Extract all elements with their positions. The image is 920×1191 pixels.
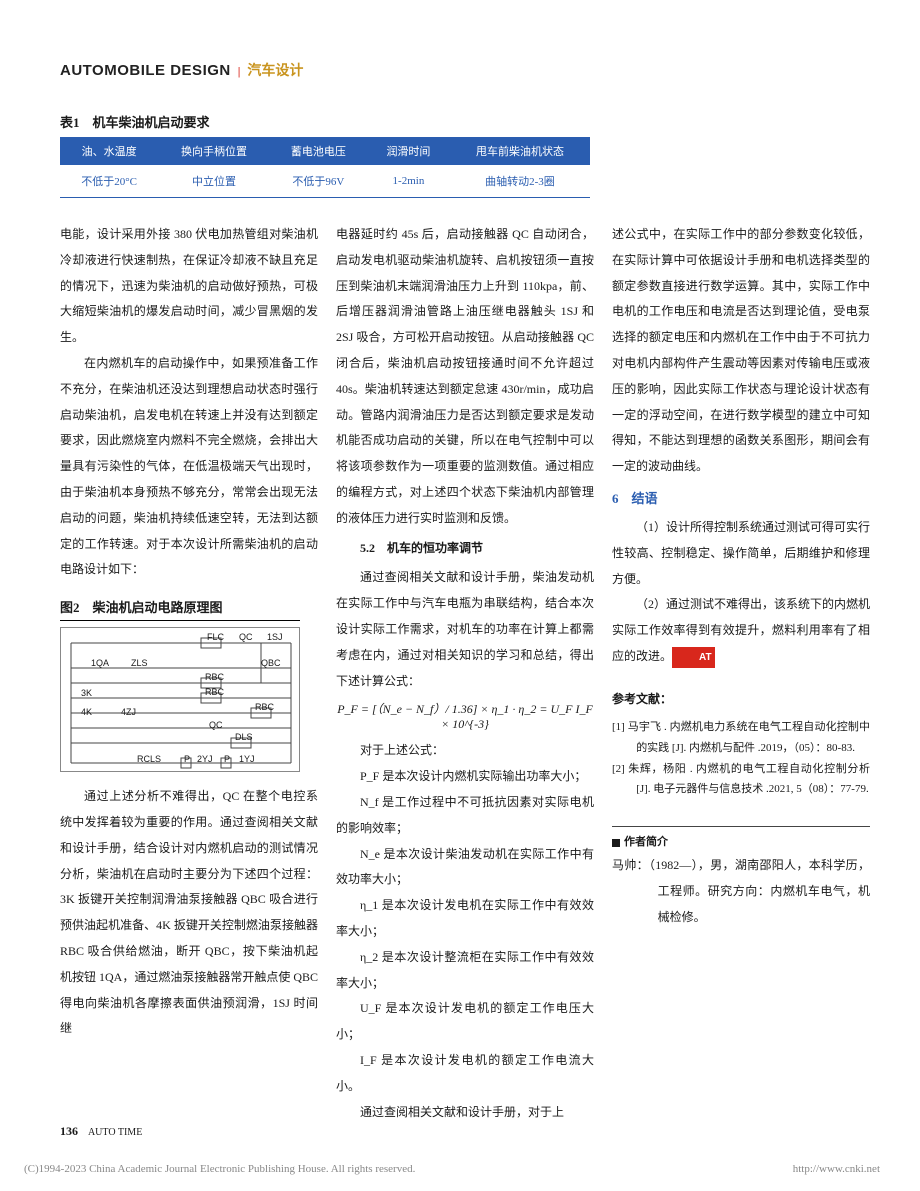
c2-sub: 5.2 机车的恒功率调节: [336, 536, 594, 562]
c3-p1: 述公式中，在实际工作中的部分参数变化较低，在实际计算中可依据设计手册和电机选择类…: [612, 222, 870, 480]
table1: 油、水温度 换向手柄位置 蓄电池电压 润滑时间 甩车前柴油机状态 不低于20°C…: [60, 137, 590, 198]
fig-lbl-qbc: QBC: [261, 658, 281, 668]
c1-p1: 电能，设计采用外接 380 伏电加热管组对柴油机冷却液进行快速制热，在保证冷却液…: [60, 222, 318, 351]
fig-lbl-rbc3: RBC: [255, 702, 274, 712]
author-bio: 马帅：（1982—），男，湖南邵阳人，本科学历，工程师。研究方向：内燃机车电气，…: [612, 853, 870, 930]
section-header-sep: |: [234, 64, 245, 78]
fig-lbl-qc2: QC: [209, 720, 223, 730]
table1-c3: 1-2min: [367, 165, 450, 198]
fig-lbl-rcls: RCLS: [137, 754, 161, 764]
copyright-text: (C)1994-2023 China Academic Journal Elec…: [24, 1163, 415, 1175]
references-heading: 参考文献：: [612, 690, 870, 707]
fig-lbl-p1: P: [184, 754, 190, 764]
table1-h1: 换向手柄位置: [158, 137, 270, 165]
fig-lbl-rbc2: RBC: [205, 687, 224, 697]
fig-lbl-1qa: 1QA: [91, 658, 109, 668]
table1-h2: 蓄电池电压: [270, 137, 367, 165]
table1-h0: 油、水温度: [60, 137, 158, 165]
c3-c2: （2）通过测试不难得出，该系统下的内燃机实际工作效率得到有效提升，燃料利用率有了…: [612, 592, 870, 669]
table1-title: 表1 机车柴油机启动要求: [60, 112, 870, 131]
table1-c2: 不低于96V: [270, 165, 367, 198]
figure2-circuit-diagram: FLC QC 1SJ 1QA ZLS RBC QBC 3K RBC 4K 4ZJ…: [60, 627, 300, 772]
fig-lbl-3k: 3K: [81, 688, 92, 698]
ref-1: [1] 马宇飞 . 内燃机电力系统在电气工程自动化控制中的实践 [J]. 内燃机…: [612, 717, 870, 759]
c3-c1: （1）设计所得控制系统通过测试可得可实行性较高、控制稳定、操作简单，后期维护和修…: [612, 515, 870, 592]
table1-h3: 润滑时间: [367, 137, 450, 165]
c2-p4: 通过查阅相关文献和设计手册，对于上: [336, 1100, 594, 1126]
fig-lbl-rbc1: RBC: [205, 672, 224, 682]
fig-lbl-flc: FLC: [207, 632, 224, 642]
fig-lbl-4k: 4K: [81, 707, 92, 717]
c2-p3: 对于上述公式：: [336, 738, 594, 764]
references-list: [1] 马宇飞 . 内燃机电力系统在电气工程自动化控制中的实践 [J]. 内燃机…: [612, 717, 870, 801]
c2-sym6: U_F 是本次设计发电机的额定工作电压大小；: [336, 996, 594, 1048]
fig-lbl-1sj: 1SJ: [267, 632, 283, 642]
c2-sym3: N_e 是本次设计柴油发动机在实际工作中有效功率大小；: [336, 842, 594, 894]
section-header-en: AUTOMOBILE DESIGN: [60, 62, 231, 79]
c2-sym1: P_F 是本次设计内燃机实际输出功率大小；: [336, 764, 594, 790]
page-footer: 136 AUTO TIME: [60, 1124, 142, 1139]
section-header: AUTOMOBILE DESIGN | 汽车设计: [60, 60, 870, 80]
fig-lbl-qc1: QC: [239, 632, 253, 642]
magazine-name: AUTO TIME: [88, 1127, 142, 1138]
fig-lbl-2yj: 2YJ: [197, 754, 213, 764]
copyright-bar: (C)1994-2023 China Academic Journal Elec…: [24, 1163, 880, 1175]
circuit-svg: [61, 628, 301, 773]
table1-c4: 曲轴转动2-3圈: [450, 165, 590, 198]
fig-lbl-1yj: 1YJ: [239, 754, 255, 764]
table1-c1: 中立位置: [158, 165, 270, 198]
divider: [612, 826, 870, 827]
column-1: 电能，设计采用外接 380 伏电加热管组对柴油机冷却液进行快速制热，在保证冷却液…: [60, 222, 318, 1125]
c2-sym5: η_2 是本次设计整流柜在实际工作中有效效率大小；: [336, 945, 594, 997]
fig-lbl-zls: ZLS: [131, 658, 148, 668]
conclusion-heading: 6 结语: [612, 488, 870, 507]
three-column-layout: 电能，设计采用外接 380 伏电加热管组对柴油机冷却液进行快速制热，在保证冷却液…: [60, 222, 870, 1125]
formula: P_F = [（N_e − N_f）/ 1.36] × η_1 · η_2 = …: [336, 700, 594, 732]
figure2-title: 图2 柴油机启动电路原理图: [60, 597, 300, 621]
ref-2: [2] 朱辉，杨阳 . 内燃机的电气工程自动化控制分析 [J]. 电子元器件与信…: [612, 759, 870, 801]
fig-lbl-dls: DLS: [235, 732, 253, 742]
c2-sym2: N_f 是工作过程中不可抵抗因素对实际电机的影响效率；: [336, 790, 594, 842]
author-bio-heading: 作者简介: [612, 833, 870, 849]
c1-p3: 通过上述分析不难得出，QC 在整个电控系统中发挥着较为重要的作用。通过查阅相关文…: [60, 784, 318, 1042]
fig-lbl-p2: P: [224, 754, 230, 764]
column-3: 述公式中，在实际工作中的部分参数变化较低，在实际计算中可依据设计手册和电机选择类…: [612, 222, 870, 1125]
c2-sym4: η_1 是本次设计发电机在实际工作中有效效率大小；: [336, 893, 594, 945]
section-header-cn: 汽车设计: [247, 64, 303, 79]
fig-lbl-4zj: 4ZJ: [121, 707, 136, 717]
c2-sym7: I_F 是本次设计发电机的额定工作电流大小。: [336, 1048, 594, 1100]
c3-c2-text: （2）通过测试不难得出，该系统下的内燃机实际工作效率得到有效提升，燃料利用率有了…: [612, 597, 870, 663]
c2-p2: 通过查阅相关文献和设计手册，柴油发动机在实际工作中与汽车电瓶为串联结构，结合本次…: [336, 565, 594, 694]
c1-p2: 在内燃机车的启动操作中，如果预准备工作不充分，在柴油机还没达到理想启动状态时强行…: [60, 351, 318, 583]
table1-c0: 不低于20°C: [60, 165, 158, 198]
column-2: 电器延时约 45s 后，启动接触器 QC 自动闭合，启动发电机驱动柴油机旋转、启…: [336, 222, 594, 1125]
end-mark-icon: AT: [672, 647, 715, 669]
copyright-url: http://www.cnki.net: [793, 1163, 880, 1175]
table1-h4: 甩车前柴油机状态: [450, 137, 590, 165]
c2-p1: 电器延时约 45s 后，启动接触器 QC 自动闭合，启动发电机驱动柴油机旋转、启…: [336, 222, 594, 532]
page-number: 136: [60, 1124, 78, 1138]
